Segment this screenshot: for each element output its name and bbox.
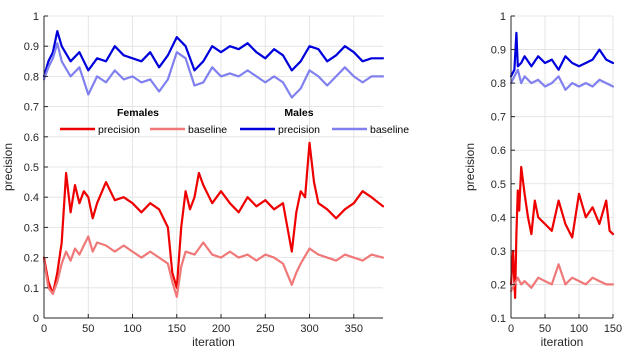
main-x-tick-label: 100 (123, 323, 141, 335)
side-x-axis-label: iteration (541, 335, 584, 349)
legend-label: precision (278, 124, 320, 136)
side-y-tick-label: 0.1 (491, 313, 506, 325)
main-y-tick-label: 0.4 (24, 192, 39, 204)
main-y-tick-label: 0.7 (24, 102, 39, 114)
side-y-tick-label: 0.4 (491, 212, 506, 224)
legend-title: Females (117, 107, 159, 119)
side-chart: 0.1 0.2 0.3 0.4 0.5 0.6 0.7 0.8 0.9 1 0 50 100 150 ite… (463, 11, 622, 349)
main-x-tick-label: 300 (300, 323, 318, 335)
legend-label: baseline (370, 124, 409, 136)
main-y-tick-label: 1 (33, 11, 39, 23)
main-y-tick-label: 0.9 (24, 41, 39, 53)
main-series-males-precision (42, 30, 385, 78)
main-series-females-baseline (42, 235, 385, 298)
side-series-females-baseline (509, 263, 615, 293)
side-x-tick-label: 150 (604, 323, 622, 335)
side-y-tick-label: 0.6 (491, 145, 506, 157)
main-series-males-baseline (42, 42, 385, 99)
side-y-tick-label: 0.8 (491, 78, 506, 90)
main-chart: 0 0.1 0.2 0.3 0.4 0.5 0.6 0.7 0.8 0.9 1 0 50 100 150 20… (1, 11, 409, 349)
legend-label: precision (98, 124, 140, 136)
main-y-axis-label: precision (1, 143, 15, 191)
main-x-tick-label: 250 (256, 323, 274, 335)
main-y-tick-label: 0.3 (24, 222, 39, 234)
side-y-tick-label: 0.2 (491, 279, 506, 291)
main-y-tick-label: 0 (33, 313, 39, 325)
side-y-axis-label: precision (463, 143, 477, 191)
main-x-tick-label: 350 (345, 323, 363, 335)
main-x-tick-label: 50 (82, 323, 94, 335)
side-series-females-precision (509, 165, 615, 299)
main-y-tick-label: 0.1 (24, 283, 39, 295)
side-x-tick-label: 0 (508, 323, 514, 335)
main-y-tick-label: 0.8 (24, 71, 39, 83)
main-y-tick-label: 0.6 (24, 132, 39, 144)
side-y-tick-label: 0.5 (491, 179, 506, 191)
main-y-tick-label: 0.2 (24, 253, 39, 265)
side-series-males-precision (509, 31, 615, 78)
main-y-tick-label: 0.5 (24, 162, 39, 174)
side-y-tick-label: 1 (500, 11, 506, 23)
main-x-tick-label: 0 (41, 323, 47, 335)
side-y-tick-label: 0.3 (491, 246, 506, 258)
side-x-tick-label: 50 (539, 323, 551, 335)
side-series-males-baseline (509, 68, 615, 91)
main-x-tick-label: 150 (168, 323, 186, 335)
main-x-axis-label: iteration (192, 335, 235, 349)
legend-title: Males (284, 107, 313, 119)
side-y-tick-label: 0.7 (491, 112, 506, 124)
legend-label: baseline (188, 124, 227, 136)
main-series-females-precision (42, 141, 385, 295)
side-y-tick-label: 0.9 (491, 45, 506, 57)
side-x-tick-label: 100 (570, 323, 588, 335)
main-x-tick-label: 200 (212, 323, 230, 335)
